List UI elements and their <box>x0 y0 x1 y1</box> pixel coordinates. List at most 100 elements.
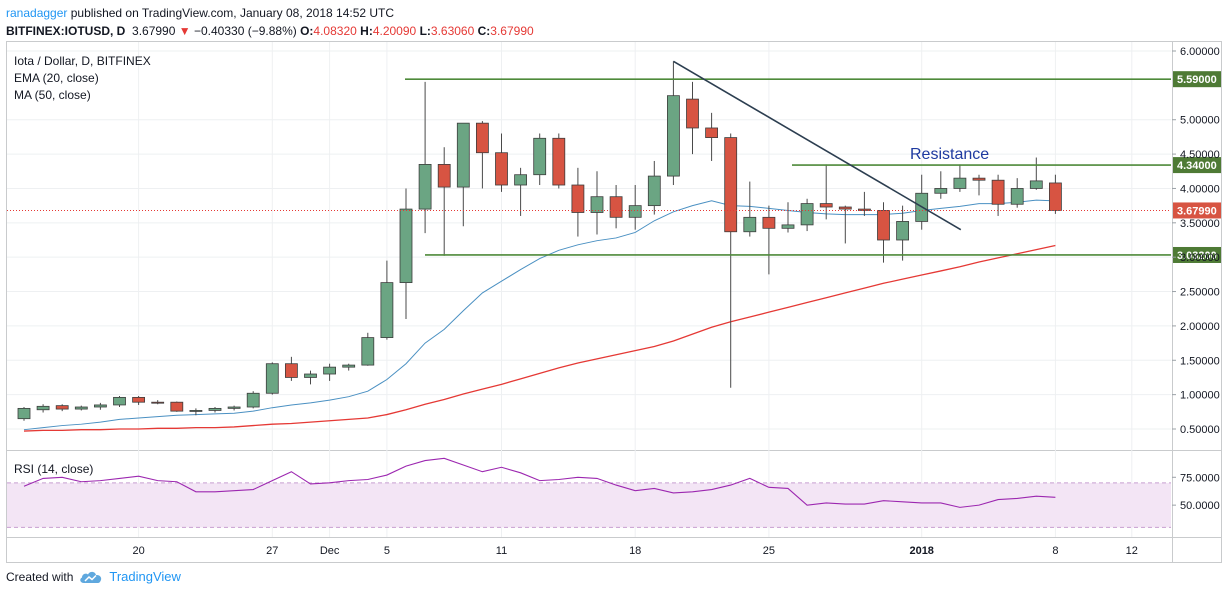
time-tick-label: 2018 <box>909 545 933 557</box>
candle <box>896 205 909 261</box>
time-tick-label: 5 <box>384 545 390 557</box>
candle <box>361 332 375 366</box>
candle-body <box>456 122 470 188</box>
candle <box>189 408 203 416</box>
price-tick-label: 2.00000 <box>1180 321 1220 333</box>
candle-body <box>17 407 31 420</box>
candle <box>399 188 413 320</box>
level-price-tag <box>1173 157 1223 174</box>
candle-body <box>781 224 795 229</box>
candle <box>284 356 298 381</box>
candle-body <box>418 164 432 210</box>
candle-body <box>94 404 107 408</box>
candle-body <box>304 373 317 378</box>
last-price-label: 3.67990 <box>1177 205 1217 217</box>
price-chart[interactable]: 5.59000 4.34000 3.03200 3.67990 0.50000 1.00… <box>7 42 1223 562</box>
candle <box>647 160 661 215</box>
candle <box>456 122 470 227</box>
candle-body <box>590 196 604 213</box>
time-tick-label: 20 <box>132 545 144 557</box>
level-price-tag <box>1173 246 1223 263</box>
candle-body <box>609 196 623 218</box>
candle <box>170 401 184 412</box>
candle-body <box>858 208 871 211</box>
ma50-line <box>23 244 1056 432</box>
candle-body <box>686 98 699 129</box>
rsi-line <box>23 457 1056 508</box>
candle-body <box>36 405 50 411</box>
candle-body <box>55 405 69 410</box>
candle <box>628 185 642 230</box>
price-tick-label: 6.00000 <box>1180 46 1220 58</box>
price-tick-label: 4.00000 <box>1180 183 1220 195</box>
level-price-label: 5.59000 <box>1177 74 1217 86</box>
price-axis <box>1172 50 1176 506</box>
candle <box>227 405 241 411</box>
candle <box>418 81 432 234</box>
candle <box>17 407 31 421</box>
candle-body <box>189 410 203 412</box>
rsi-tick-label: 75.0000 <box>1180 472 1220 484</box>
candle-body <box>552 137 566 186</box>
chart-header: ranadagger published on TradingView.com,… <box>6 4 1222 40</box>
candle <box>609 185 623 229</box>
candle-body <box>934 188 948 194</box>
candle-body <box>151 401 165 404</box>
candle-body <box>227 406 241 409</box>
candle-body <box>361 337 375 366</box>
time-tick-label: 18 <box>629 545 641 557</box>
candle <box>1029 157 1043 190</box>
candle <box>590 171 604 235</box>
candle-body <box>495 152 508 186</box>
time-tick-label: Dec <box>320 545 340 557</box>
candle <box>686 81 699 155</box>
candle <box>858 191 871 216</box>
candle-body <box>265 363 279 394</box>
candle <box>514 167 528 216</box>
chart-title: Iota / Dollar, D, BITFINEX <box>14 54 151 68</box>
candle <box>36 404 50 413</box>
tradingview-brand-link[interactable]: TradingView <box>109 569 181 584</box>
candle <box>762 205 776 275</box>
level-price-label: 4.34000 <box>1177 160 1217 172</box>
time-tick-label: 27 <box>266 545 278 557</box>
footer: Created with TradingView <box>6 566 181 588</box>
candle-body <box>323 366 337 375</box>
candle-body <box>437 164 451 188</box>
candle <box>323 363 337 381</box>
candle <box>743 181 757 237</box>
candle-body <box>475 122 489 154</box>
candle <box>838 205 852 244</box>
candle-body <box>743 216 757 233</box>
candle-body <box>705 127 718 138</box>
candle-body <box>208 407 222 411</box>
candle <box>915 174 929 230</box>
publisher-link[interactable]: ranadagger <box>6 6 68 20</box>
created-with-text: Created with <box>6 570 74 584</box>
candle <box>972 174 986 196</box>
candle-body <box>342 364 356 368</box>
candle-body <box>514 174 528 186</box>
close-label: C: <box>477 24 491 38</box>
rsi-band-fill <box>7 482 1171 528</box>
time-tick-label: 11 <box>496 545 507 557</box>
candle-body <box>724 137 738 233</box>
candle-body <box>800 203 814 226</box>
candle-body <box>953 177 967 189</box>
candle <box>705 112 718 161</box>
candle-body <box>571 184 585 213</box>
candle <box>533 133 547 186</box>
candle-body <box>838 206 852 210</box>
candle <box>208 407 222 413</box>
price-tick-label: 5.00000 <box>1180 115 1220 127</box>
price-tick-label: 4.50000 <box>1180 149 1220 161</box>
down-triangle-icon: ▼ <box>178 24 191 38</box>
trendline <box>672 60 962 231</box>
price-tick-label: 1.50000 <box>1180 355 1220 367</box>
candle-body <box>1010 188 1024 205</box>
low-value: 3.63060 <box>430 24 475 38</box>
open-label: O: <box>300 24 314 38</box>
candle <box>74 405 88 411</box>
candle-body <box>819 203 833 208</box>
candle <box>495 133 508 192</box>
